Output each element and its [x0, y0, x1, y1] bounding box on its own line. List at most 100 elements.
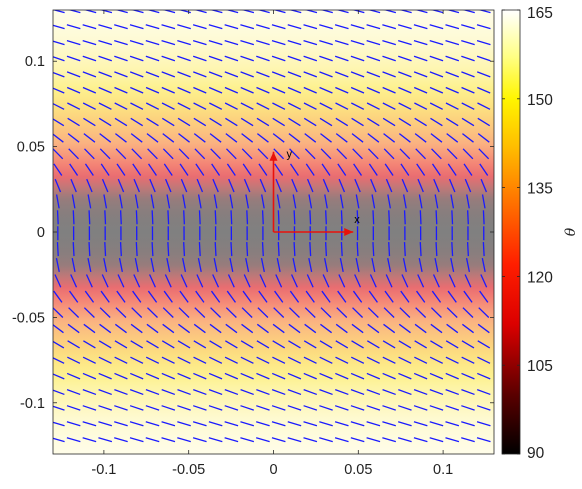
- director-segment: [145, 39, 160, 46]
- director-segment: [82, 24, 97, 30]
- director-segment: [433, 178, 440, 193]
- director-segment: [195, 163, 205, 176]
- director-segment: [304, 307, 316, 318]
- director-segment: [461, 405, 475, 411]
- director-segment: [477, 133, 490, 143]
- director-segment: [350, 372, 365, 380]
- director-segment: [83, 340, 96, 349]
- director-segment: [461, 117, 475, 127]
- director-segment: [366, 340, 380, 349]
- director-segment: [434, 194, 439, 209]
- director-segment: [224, 372, 239, 380]
- director-segment: [402, 257, 407, 272]
- director-segment: [129, 388, 144, 396]
- director-segment: [418, 257, 423, 272]
- director-segment: [87, 194, 92, 209]
- director-segment: [53, 324, 64, 334]
- director-segment: [303, 421, 318, 427]
- director-segment: [477, 372, 491, 380]
- director-segment: [430, 10, 444, 14]
- director-segment: [482, 242, 485, 257]
- director-segment: [350, 55, 365, 62]
- director-segment: [481, 257, 486, 272]
- director-segment: [145, 372, 160, 380]
- director-segment: [240, 39, 255, 46]
- director-segment: [413, 437, 428, 443]
- director-segment: [482, 210, 485, 225]
- director-segment: [99, 307, 111, 318]
- director-segment: [240, 405, 254, 411]
- director-segment: [382, 356, 396, 364]
- director-segment: [259, 274, 267, 288]
- director-segment: [382, 372, 396, 380]
- director-segment: [114, 102, 128, 110]
- director-segment: [415, 307, 427, 318]
- director-segment: [467, 210, 469, 225]
- director-segment: [445, 102, 459, 110]
- director-segment: [415, 148, 427, 160]
- director-segment: [129, 71, 144, 78]
- colorbar: 90 105 120 135 150 165 θ: [501, 5, 579, 462]
- director-segment: [287, 421, 302, 427]
- director-segment: [82, 86, 97, 94]
- director-segment: [146, 133, 159, 143]
- director-segment: [194, 307, 206, 318]
- director-segment: [304, 148, 316, 160]
- director-segment: [429, 437, 444, 443]
- director-segment: [82, 356, 96, 364]
- director-segment: [147, 307, 158, 318]
- director-segment: [210, 307, 222, 318]
- director-segment: [398, 323, 411, 334]
- director-segment: [209, 133, 222, 143]
- director-segment: [429, 421, 444, 427]
- director-segment: [98, 39, 113, 46]
- director-segment: [161, 437, 176, 443]
- director-segment: [398, 356, 412, 364]
- coordinate-arrows: xy: [269, 149, 360, 236]
- director-segment: [67, 133, 80, 143]
- director-segment: [335, 323, 348, 334]
- x-axis-ticks: -0.1 -0.05 0 0.05 0.1: [91, 10, 453, 478]
- director-segment: [193, 86, 207, 94]
- director-segment: [240, 24, 255, 30]
- director-segment: [161, 55, 176, 62]
- director-segment: [66, 388, 81, 396]
- director-segment: [256, 102, 270, 110]
- director-segment: [464, 178, 472, 193]
- director-segment: [68, 148, 79, 160]
- director-segment: [397, 24, 412, 30]
- director-segment: [53, 133, 64, 143]
- director-segment: [192, 24, 207, 30]
- director-segment: [177, 71, 191, 78]
- director-segment: [66, 24, 81, 30]
- director-segment: [415, 10, 428, 14]
- director-segment: [115, 148, 127, 160]
- director-segment: [146, 117, 159, 127]
- director-segment: [350, 39, 365, 46]
- director-segment: [161, 102, 175, 110]
- director-segment: [461, 323, 474, 334]
- director-segment: [288, 10, 302, 14]
- director-segment: [135, 210, 138, 225]
- director-segment: [288, 323, 301, 334]
- director-segment: [303, 388, 318, 396]
- director-segment: [461, 102, 475, 110]
- colorbar-tick-label: 90: [527, 445, 545, 462]
- director-segment: [104, 210, 107, 225]
- director-segment: [67, 10, 81, 14]
- director-segment: [430, 307, 442, 318]
- director-segment: [240, 117, 254, 127]
- director-segment: [256, 372, 270, 380]
- director-segment: [272, 133, 285, 143]
- director-segment: [303, 71, 318, 78]
- director-segment: [287, 437, 302, 443]
- director-segment: [101, 178, 109, 193]
- director-segment: [177, 356, 191, 364]
- director-segment: [476, 437, 491, 443]
- director-segment: [161, 24, 176, 30]
- director-segment: [198, 242, 201, 257]
- director-segment: [382, 86, 396, 94]
- director-segment: [303, 86, 317, 94]
- director-segment: [98, 71, 112, 78]
- director-segment: [99, 323, 112, 334]
